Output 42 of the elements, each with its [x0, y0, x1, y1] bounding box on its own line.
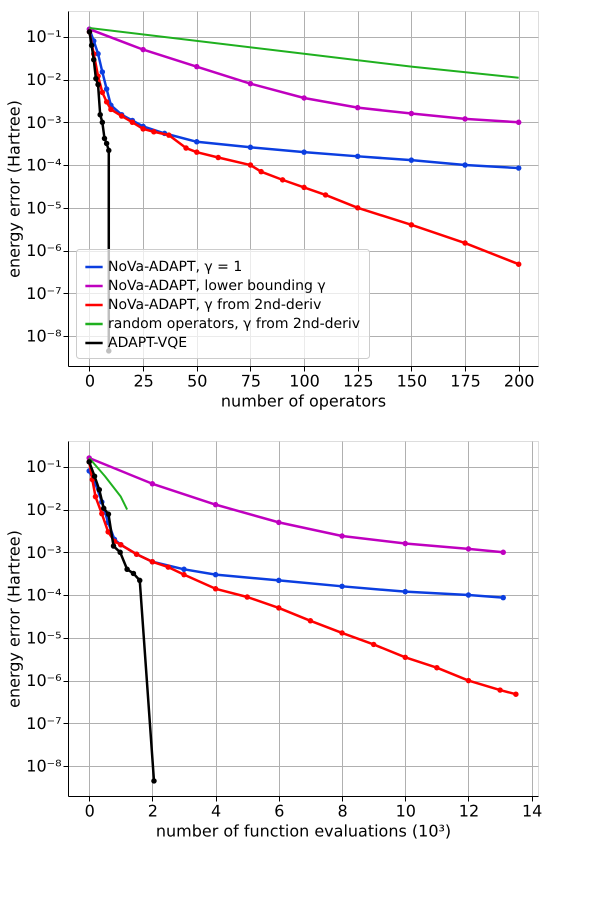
x-tick-label: 0 [84, 372, 96, 390]
y-tick-label: 10⁻⁵ [26, 628, 62, 648]
y-tick-label: 10⁻⁵ [26, 198, 62, 218]
x-axis-title: number of function evaluations (10³) [156, 822, 452, 840]
y-axis-title: energy error (Hartree) [4, 100, 24, 278]
x-axis-title: number of operators [220, 392, 386, 410]
x-tick-label: 6 [274, 802, 284, 820]
x-tick-label: 150 [396, 372, 428, 390]
legend-label: ADAPT-VQE [108, 335, 188, 351]
y-tick-label: 10⁻⁸ [26, 326, 62, 346]
y-tick-label: 10⁻¹ [26, 27, 62, 46]
y-tick-label: 10⁻¹ [26, 457, 62, 476]
y-tick-label: 10⁻³ [26, 112, 62, 132]
x-tick-label: 175 [450, 372, 481, 390]
legend-label: NoVa-ADAPT, γ = 1 [108, 259, 242, 275]
y-tick-label: 10⁻⁶ [26, 241, 62, 260]
legend-label: random operators, γ from 2nd-deriv [108, 316, 360, 332]
x-tick-label: 2 [148, 802, 158, 820]
y-tick-label: 10⁻⁶ [26, 671, 62, 690]
y-tick-label: 10⁻² [26, 500, 62, 520]
y-tick-label: 10⁻² [26, 70, 62, 90]
y-axis-title: energy error (Hartree) [4, 530, 24, 708]
y-tick-label: 10⁻⁴ [26, 156, 62, 175]
x-tick-label: 8 [337, 802, 348, 820]
x-tick-label: 25 [133, 372, 154, 390]
x-tick-label: 4 [211, 802, 222, 820]
y-tick-label: 10⁻³ [26, 542, 62, 562]
x-tick-label: 100 [289, 372, 320, 390]
y-tick-label: 10⁻⁷ [26, 284, 62, 303]
x-tick-label: 14 [522, 802, 542, 820]
y-tick-label: 10⁻⁸ [26, 756, 62, 776]
y-tick-label: 10⁻⁴ [26, 586, 62, 605]
x-tick-label: 10 [396, 802, 416, 820]
x-tick-label: 12 [458, 802, 480, 820]
x-tick-label: 50 [187, 372, 208, 390]
y-tick-label: 10⁻⁷ [26, 714, 62, 733]
x-tick-label: 0 [84, 802, 95, 820]
x-tick-label: 125 [342, 372, 374, 390]
legend-label: NoVa-ADAPT, lower bounding γ [108, 278, 326, 294]
legend-label: NoVa-ADAPT, γ from 2nd-deriv [108, 297, 322, 313]
x-tick-label: 75 [240, 372, 262, 390]
x-tick-label: 200 [504, 372, 534, 390]
